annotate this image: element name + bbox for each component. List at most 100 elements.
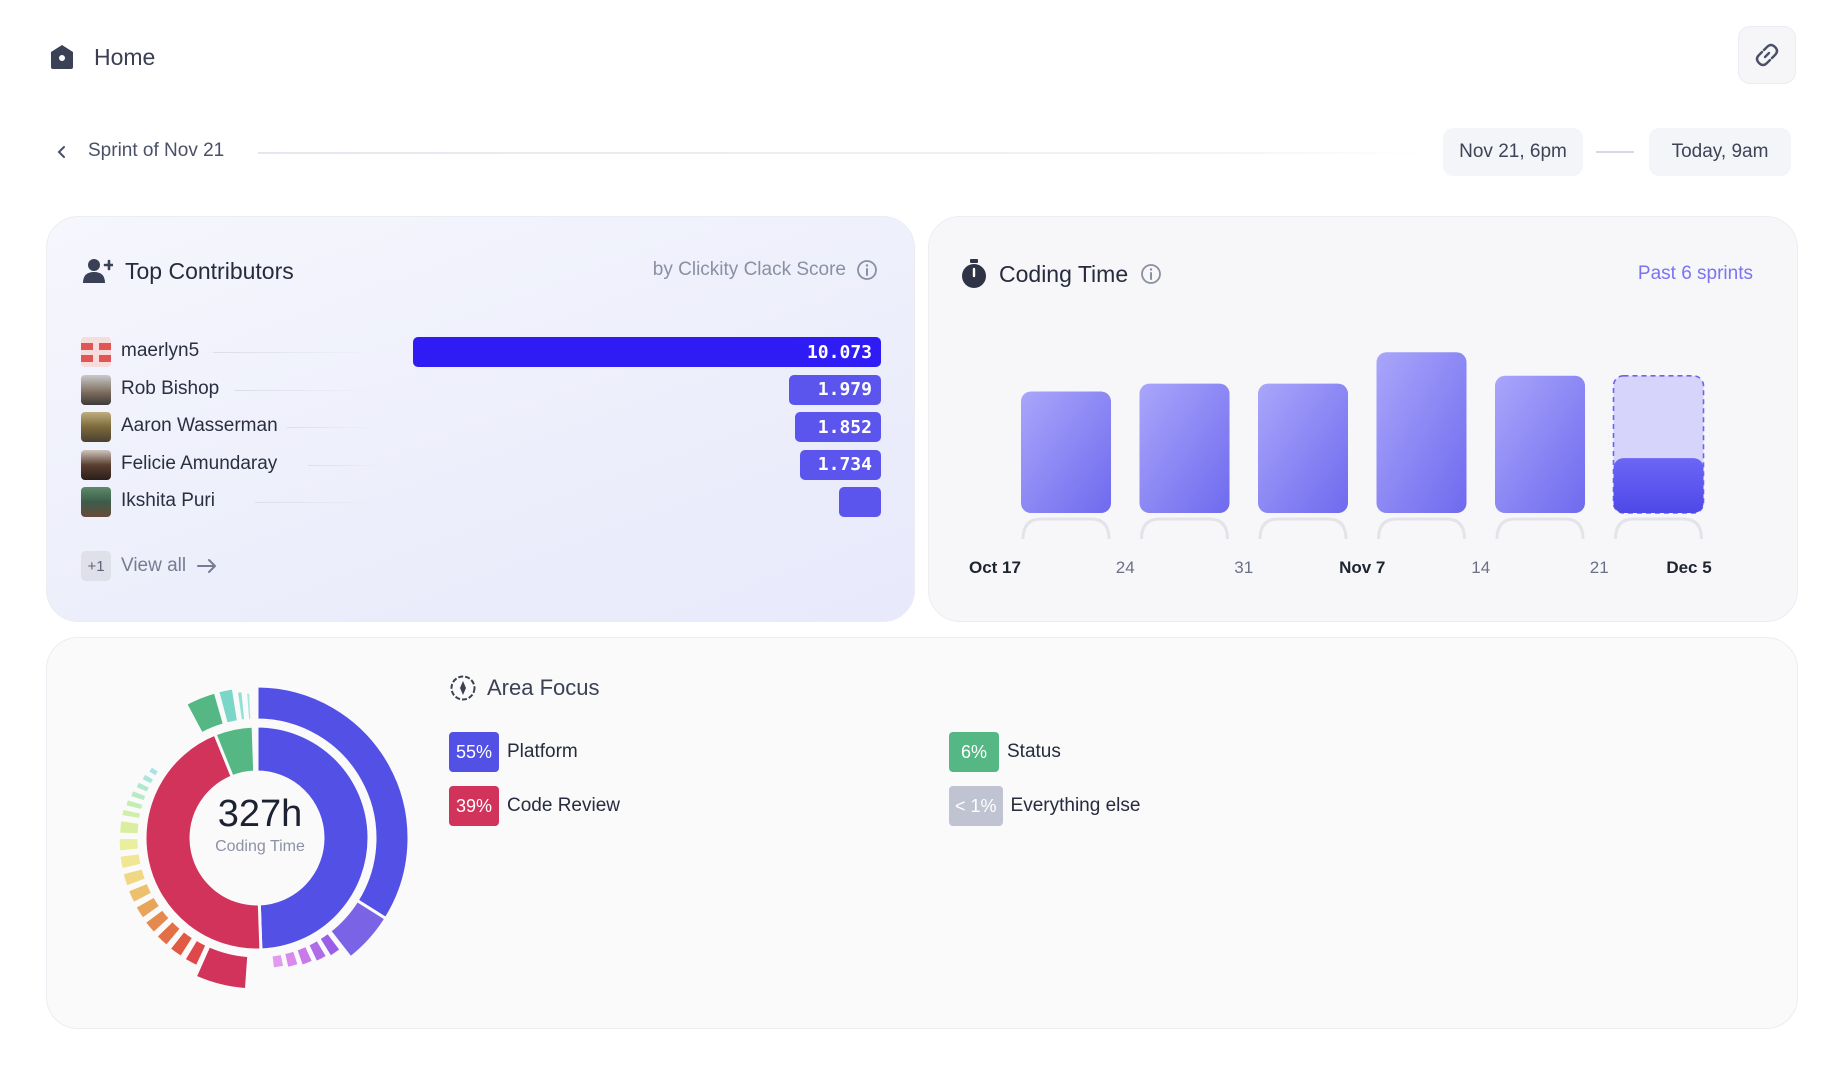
bar[interactable] bbox=[1258, 383, 1348, 513]
outer-segment[interactable] bbox=[145, 764, 162, 779]
outer-segment[interactable] bbox=[269, 951, 287, 971]
view-all-label: View all bbox=[121, 555, 187, 576]
x-tick-label: 31 bbox=[1234, 558, 1253, 577]
outer-segment-status[interactable] bbox=[184, 690, 226, 736]
x-tick-label: 14 bbox=[1471, 558, 1490, 577]
outer-segment[interactable] bbox=[154, 754, 168, 767]
score-bar: 1.979 bbox=[789, 374, 881, 405]
outer-segment[interactable] bbox=[139, 771, 157, 787]
compass-icon bbox=[450, 675, 476, 701]
bar[interactable] bbox=[1139, 383, 1230, 513]
outer-segment[interactable] bbox=[162, 748, 174, 760]
avatar bbox=[81, 374, 111, 405]
outer-segment[interactable] bbox=[182, 937, 209, 969]
share-link-button[interactable] bbox=[1738, 26, 1796, 84]
outer-segment[interactable] bbox=[142, 907, 172, 936]
outer-segment[interactable] bbox=[117, 818, 142, 837]
view-all-link[interactable]: +1 View all bbox=[81, 551, 218, 581]
outer-segment[interactable] bbox=[133, 894, 163, 921]
link-icon bbox=[1755, 43, 1779, 67]
outer-segment[interactable] bbox=[170, 743, 180, 754]
outer-segment[interactable] bbox=[178, 738, 187, 748]
outer-segment[interactable] bbox=[244, 690, 254, 722]
score-bar bbox=[839, 487, 881, 518]
score-method[interactable]: by Clickity Clack Score bbox=[653, 259, 878, 281]
outer-segment[interactable] bbox=[328, 899, 388, 960]
donut-segment-code-review[interactable] bbox=[143, 732, 263, 952]
contributor-row[interactable]: Felicie Amundaray 1.734 bbox=[81, 449, 881, 480]
outer-segment[interactable] bbox=[166, 745, 177, 757]
start-date-button[interactable]: Nov 21, 6pm bbox=[1443, 128, 1583, 176]
bar[interactable] bbox=[1495, 375, 1585, 513]
donut-segment-platform[interactable] bbox=[255, 724, 371, 952]
outer-segment[interactable] bbox=[116, 836, 142, 854]
x-tick-label: Oct 17 bbox=[969, 558, 1021, 577]
outer-segment[interactable] bbox=[282, 948, 301, 971]
chevron-left-icon[interactable] bbox=[52, 142, 72, 162]
outer-segment[interactable] bbox=[117, 851, 144, 872]
outer-segment[interactable] bbox=[306, 937, 330, 965]
outer-segment[interactable] bbox=[120, 866, 149, 889]
leader-line bbox=[213, 352, 381, 353]
outer-segment-code-review[interactable] bbox=[193, 944, 251, 992]
donut-segment-status[interactable] bbox=[213, 724, 257, 779]
outer-segment[interactable] bbox=[174, 740, 184, 751]
legend-label: Code Review bbox=[507, 795, 620, 816]
legend-item-status[interactable]: 6% Status bbox=[949, 732, 1061, 772]
bar[interactable] bbox=[1021, 391, 1111, 513]
outer-segment[interactable] bbox=[216, 686, 241, 726]
outer-segment[interactable] bbox=[187, 735, 195, 742]
bar-current-sprint[interactable] bbox=[1613, 458, 1704, 513]
bar-base bbox=[1021, 517, 1111, 540]
score-bar: 10.073 bbox=[413, 337, 881, 367]
outer-segment[interactable] bbox=[183, 736, 191, 745]
sprint-selector: Sprint of Nov 21 Nov 21, 6pm Today, 9am bbox=[48, 128, 1798, 178]
outer-segment[interactable] bbox=[133, 779, 153, 795]
avatar bbox=[81, 412, 111, 443]
info-icon[interactable] bbox=[1140, 263, 1162, 285]
outer-segment[interactable] bbox=[158, 751, 171, 764]
page-title: Home bbox=[94, 43, 156, 70]
contributor-row[interactable]: Aaron Wasserman 1.852 bbox=[81, 412, 881, 443]
contributor-name: Aaron Wasserman bbox=[121, 415, 278, 437]
outer-segment[interactable] bbox=[150, 757, 165, 771]
contributor-name: maerlyn5 bbox=[121, 340, 200, 361]
bar-base bbox=[1614, 517, 1703, 540]
arrow-right-icon bbox=[197, 559, 217, 573]
outer-segment[interactable] bbox=[123, 796, 146, 813]
x-tick-label: Dec 5 bbox=[1666, 558, 1711, 577]
info-icon[interactable] bbox=[856, 259, 878, 281]
home-icon[interactable] bbox=[48, 43, 76, 71]
outer-segment[interactable] bbox=[234, 689, 248, 723]
legend-label: Platform bbox=[507, 741, 578, 762]
legend-percent: 39% bbox=[449, 786, 499, 826]
outer-segment[interactable] bbox=[127, 787, 149, 804]
legend-label: Status bbox=[1007, 741, 1061, 762]
contributor-row[interactable]: Rob Bishop 1.979 bbox=[81, 374, 881, 405]
outer-segment[interactable] bbox=[119, 806, 144, 822]
outer-segment[interactable] bbox=[317, 930, 343, 959]
legend-percent: < 1% bbox=[949, 786, 1003, 826]
outer-segment[interactable] bbox=[154, 918, 183, 948]
legend-item-everything-else[interactable]: < 1% Everything else bbox=[949, 786, 1140, 826]
legend-item-code-review[interactable]: 39% Code Review bbox=[449, 786, 620, 826]
contributor-name: Felicie Amundaray bbox=[121, 452, 278, 474]
outer-segment[interactable] bbox=[167, 928, 196, 960]
contributor-row[interactable]: Ikshita Puri bbox=[81, 487, 881, 518]
bar-base bbox=[1140, 517, 1229, 540]
bar[interactable] bbox=[1376, 352, 1467, 513]
legend-item-platform[interactable]: 55% Platform bbox=[449, 732, 578, 772]
bar-base bbox=[1258, 517, 1348, 540]
outer-segment[interactable] bbox=[125, 880, 155, 906]
range-selector[interactable]: Past 6 sprints bbox=[1637, 263, 1753, 284]
bar-base bbox=[1495, 517, 1585, 540]
end-date-button[interactable]: Today, 9am bbox=[1649, 128, 1791, 176]
contributor-row[interactable]: maerlyn5 10.073 bbox=[81, 337, 881, 367]
score-bar: 1.852 bbox=[794, 412, 881, 443]
avatar bbox=[81, 487, 111, 518]
outer-segment[interactable] bbox=[294, 943, 316, 968]
total-coding-time: 327h bbox=[217, 793, 303, 835]
outer-segment[interactable] bbox=[248, 954, 254, 968]
card-title: Top Contributors bbox=[125, 257, 294, 284]
date-range-separator bbox=[1596, 151, 1634, 153]
